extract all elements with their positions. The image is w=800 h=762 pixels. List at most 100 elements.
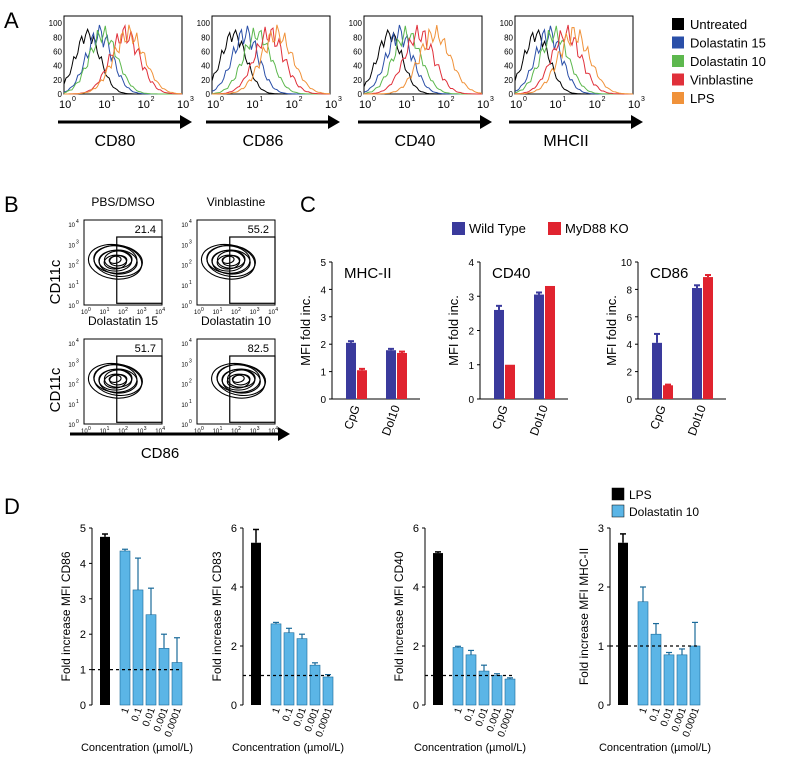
legend-swatch (611, 487, 625, 501)
x-tick-exponent: 2 (125, 307, 128, 313)
contour-line (98, 249, 138, 275)
y-tick-label: 0 (598, 700, 604, 712)
y-tick-label: 4 (413, 582, 419, 594)
marker-axis-arrow-head (631, 115, 643, 129)
y-tick-label: 10 (68, 423, 75, 429)
bar-dolastatin (637, 601, 649, 706)
y-tick-label: 0 (80, 700, 86, 712)
histogram-curve (363, 25, 482, 95)
bar-dolastatin (676, 654, 688, 706)
gate-box (116, 355, 163, 423)
histogram-frame (211, 15, 331, 95)
histogram-frame (63, 15, 183, 95)
x-tick-exponent: 0 (220, 96, 224, 103)
x-tick-label: 10 (194, 429, 201, 435)
x-tick-label: 10 (246, 99, 258, 111)
x-tick-label: 10 (59, 99, 71, 111)
bar-dolastatin (270, 623, 282, 706)
y-tick-exponent: 0 (76, 419, 79, 425)
histogram-curve (211, 26, 330, 95)
legend-swatch (611, 504, 625, 518)
x-tick-exponent: 2 (602, 96, 606, 103)
bar-dolastatin (504, 678, 516, 706)
y-tick-exponent: 2 (189, 379, 192, 385)
legend-swatch (672, 18, 684, 30)
y-tick-exponent: 1 (189, 280, 192, 286)
y-axis-label: Fold increase MFI CD83 (210, 551, 224, 681)
y-tick-label: 100 (500, 19, 514, 28)
legend-label: Vinblastine (690, 73, 753, 88)
y-tick-label: 20 (353, 76, 362, 85)
legend-label: Untreated (690, 17, 747, 32)
y-tick-label: 10 (181, 243, 188, 249)
x-tick-exponent: 3 (257, 426, 260, 432)
y-tick-exponent: 4 (189, 219, 192, 225)
x-tick-label: 10 (118, 310, 125, 316)
x-tick-exponent: 2 (125, 426, 128, 432)
x-tick-label: 10 (194, 310, 201, 316)
y-tick-exponent: 1 (76, 280, 79, 286)
panel-a-legend: Untreated Dolastatin 15 Dolastatin 10 Vinbl… (672, 17, 766, 106)
gate-box (229, 236, 276, 304)
y-axis-label: Fold increase MFI MHC-II (577, 548, 591, 685)
contour-plot-title: Dolastatin 10 (201, 314, 271, 328)
x-tick-label: 10 (628, 99, 640, 111)
chart-title: CD40 (492, 265, 530, 282)
x-tick-label: 10 (98, 99, 110, 111)
panel-d-bar-charts: LPS Dolastatin 10 0 1 2 3 4 5 Fold increase MFI … (59, 487, 711, 754)
x-tick-exponent: 4 (275, 426, 278, 432)
y-tick-exponent: 2 (76, 260, 79, 266)
y-tick-label: 0 (206, 90, 211, 99)
category-label: CpG (489, 403, 511, 431)
y-tick-label: 6 (626, 313, 632, 324)
y-axis-label: Fold increase MFI CD40 (392, 551, 406, 681)
x-tick-label: 10 (100, 310, 107, 316)
legend-label: LPS (629, 488, 652, 502)
x-tick-exponent: 3 (490, 96, 494, 103)
y-tick-label: 80 (504, 33, 513, 42)
bar (494, 309, 504, 399)
y-tick-label: 2 (80, 629, 86, 641)
contour-line (200, 243, 256, 280)
y-tick-label: 10 (181, 342, 188, 348)
x-tick-label: 10 (155, 310, 162, 316)
bar-chart-cd86: 0 2 4 6 8 10 MFI fold inc. CD86 CpG Dol10 (604, 258, 726, 437)
histogram-curve (363, 24, 482, 95)
y-tick-label: 100 (349, 19, 363, 28)
x-tick-label: 10 (137, 310, 144, 316)
y-tick-label: 8 (626, 285, 632, 296)
y-tick-exponent: 1 (76, 399, 79, 405)
x-axis-label: CD86 (141, 445, 179, 462)
y-tick-label: 40 (201, 62, 210, 71)
y-tick-label: 2 (626, 368, 632, 379)
x-tick-exponent: 0 (88, 426, 91, 432)
y-tick-label: 0 (358, 90, 363, 99)
x-axis-label: Concentration (µmol/L) (599, 742, 711, 754)
contour-line (221, 368, 261, 394)
x-tick-exponent: 0 (72, 96, 76, 103)
x-tick-label: 10 (81, 310, 88, 316)
x-tick-label: 10 (100, 429, 107, 435)
x-tick-exponent: 1 (220, 426, 223, 432)
y-tick-label: 1 (468, 361, 474, 372)
y-tick-label: 10 (181, 362, 188, 368)
marker-axis-arrow-head (328, 115, 340, 129)
x-tick-exponent: 2 (451, 96, 455, 103)
bar-dolastatin (145, 614, 157, 706)
concentration-label: 1 (638, 706, 650, 715)
y-tick-label: 2 (413, 641, 419, 653)
x-tick-label: 10 (231, 429, 238, 435)
bar-dolastatin (322, 676, 334, 706)
contour-plot-title: Dolastatin 15 (88, 314, 158, 328)
panel-letter-b: B (4, 192, 19, 217)
y-tick-label: 10 (181, 383, 188, 389)
y-tick-label: 10 (68, 243, 75, 249)
x-axis-label: Concentration (µmol/L) (414, 742, 526, 754)
x-tick-exponent: 0 (201, 307, 204, 313)
contour-line (211, 362, 266, 399)
bar (397, 352, 407, 399)
x-tick-exponent: 1 (259, 96, 263, 103)
y-tick-label: 0 (320, 395, 326, 406)
